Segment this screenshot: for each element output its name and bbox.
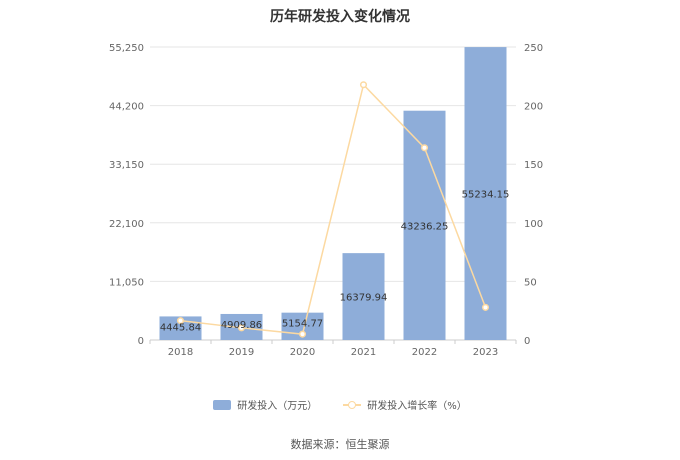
- x-tick-label: 2020: [290, 347, 315, 358]
- legend-item-bar[interactable]: 研发投入（万元）: [213, 397, 317, 412]
- x-tick-label: 2022: [412, 347, 437, 358]
- legend-bar-swatch: [213, 399, 232, 410]
- bar: [464, 47, 507, 341]
- bar-value-label: 43236.25: [401, 221, 449, 232]
- source-note: 数据来源：恒生聚源: [290, 438, 390, 451]
- axes: 0 11,050 22,100 33,150 44,200 55,250 0 50 100 150…: [109, 43, 543, 358]
- bar-value-label: 4445.84: [160, 322, 201, 333]
- y-left-tick-label: 22,100: [109, 219, 144, 230]
- legend-item-line[interactable]: 研发投入增长率（%）: [343, 397, 467, 412]
- y-left-tick-label: 0: [138, 336, 144, 347]
- y-right-tick-label: 50: [524, 277, 537, 288]
- bar-value-label: 4909.86: [221, 320, 262, 331]
- y-right-tick-label: 150: [524, 160, 543, 171]
- y-right-tick-label: 200: [524, 102, 543, 113]
- y-right-tick-label: 100: [524, 219, 543, 230]
- growth-point: [298, 330, 307, 338]
- y-left-tick-label: 44,200: [109, 102, 144, 113]
- y-left-tick-label: 11,050: [109, 277, 144, 288]
- y-right-tick-label: 0: [524, 336, 530, 347]
- chart-title: 历年研发投入变化情况: [270, 9, 410, 25]
- bar-value-label: 16379.94: [340, 293, 388, 304]
- y-left-tick-label: 33,150: [109, 160, 144, 171]
- x-tick-label: 2021: [351, 347, 376, 358]
- y-left-tick-label: 55,250: [109, 43, 144, 54]
- legend: 研发投入（万元） 研发投入增长率（%）: [0, 397, 680, 412]
- x-tick-label: 2019: [229, 347, 254, 358]
- growth-point: [176, 317, 185, 325]
- growth-point: [420, 144, 429, 152]
- line-series: [176, 81, 490, 338]
- legend-line-label: 研发投入增长率（%）: [367, 401, 467, 412]
- bar-value-label: 5154.77: [282, 319, 323, 330]
- growth-point: [481, 303, 490, 311]
- legend-bar-label: 研发投入（万元）: [237, 401, 318, 412]
- x-tick-label: 2023: [473, 347, 498, 358]
- x-tick-label: 2018: [168, 347, 193, 358]
- bar-value-label: 55234.15: [462, 190, 510, 201]
- growth-point: [359, 81, 368, 89]
- data-labels: 4445.84 4909.86 5154.77 16379.94 43236.25 552…: [160, 190, 510, 334]
- legend-line-swatch: [343, 400, 362, 410]
- growth-line: [180, 83, 487, 335]
- bar-series: [159, 47, 507, 341]
- bar: [342, 253, 385, 340]
- y-right-tick-label: 250: [524, 43, 543, 54]
- growth-point: [237, 324, 246, 332]
